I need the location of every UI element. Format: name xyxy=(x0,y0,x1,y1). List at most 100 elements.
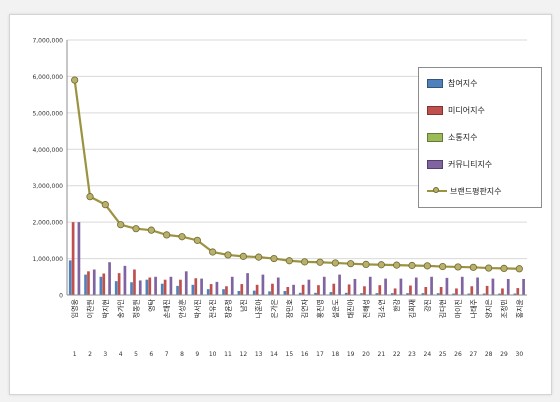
x-name-label: 정동원 xyxy=(132,299,141,318)
x-tick-label: 11 xyxy=(224,351,232,358)
x-tick-label: 15 xyxy=(286,351,294,358)
x-tick-label: 13 xyxy=(255,351,263,358)
bar xyxy=(271,283,274,295)
x-tick-label: 9 xyxy=(195,351,199,358)
bar xyxy=(353,278,357,295)
bar xyxy=(206,289,210,295)
bar xyxy=(399,278,403,295)
y-tick-label: 6,000,000 xyxy=(32,74,63,81)
bar xyxy=(522,278,525,295)
legend-swatch-community xyxy=(427,159,443,169)
bar xyxy=(194,278,198,295)
bar xyxy=(276,277,280,295)
legend-item-communication: 소통지수 xyxy=(427,130,477,144)
bar xyxy=(501,288,504,295)
bar xyxy=(513,293,517,295)
bar xyxy=(84,274,87,295)
bar xyxy=(169,276,173,295)
x-tick-label: 27 xyxy=(470,351,478,358)
bar xyxy=(482,293,486,295)
bar xyxy=(255,284,259,295)
brand-index-point xyxy=(423,262,431,270)
x-name-label: 조정민 xyxy=(500,299,509,318)
bar xyxy=(452,293,455,295)
bar xyxy=(344,292,348,295)
y-tick-label: 3,000,000 xyxy=(32,183,63,190)
x-name-label: 홍진영 xyxy=(316,299,325,318)
brand-index-point xyxy=(132,225,140,233)
x-tick-label: 18 xyxy=(332,351,340,358)
bar xyxy=(108,262,111,295)
x-tick-label: 26 xyxy=(454,351,462,358)
bar xyxy=(87,271,90,295)
bar xyxy=(516,288,520,295)
bar xyxy=(283,290,287,295)
bar xyxy=(133,269,136,295)
bar xyxy=(268,291,271,295)
x-tick-label: 5 xyxy=(134,351,138,358)
x-name-label: 나훈아 xyxy=(254,298,263,318)
bar xyxy=(378,285,382,295)
bar xyxy=(215,281,219,295)
legend-item-participation: 참여지수 xyxy=(427,76,477,90)
bar xyxy=(360,293,363,295)
brand-index-point xyxy=(117,221,125,229)
brand-index-point xyxy=(347,260,355,268)
brand-index-point xyxy=(316,258,324,266)
bar xyxy=(138,280,142,295)
brand-index-point xyxy=(239,252,247,260)
x-tick-label: 17 xyxy=(316,351,324,358)
x-name-label: 남진 xyxy=(239,299,248,312)
x-name-label: 김소연 xyxy=(378,299,386,318)
bar xyxy=(184,271,188,295)
bar xyxy=(68,260,72,295)
x-tick-label: 21 xyxy=(378,351,386,358)
brand-index-point xyxy=(500,264,508,273)
bar-series xyxy=(68,222,525,296)
x-tick-label: 22 xyxy=(393,351,401,358)
bar xyxy=(230,276,234,295)
x-name-label: 진해성 xyxy=(362,299,371,318)
bar xyxy=(148,277,152,295)
x-name-label: 안성훈 xyxy=(178,298,187,318)
brand-index-point xyxy=(301,258,309,266)
bar xyxy=(329,292,333,295)
x-tick-label: 14 xyxy=(270,351,278,358)
x-name-label: 김희재 xyxy=(408,299,417,318)
brand-index-point xyxy=(71,76,79,84)
bar xyxy=(506,278,510,295)
x-name-label: 장민호 xyxy=(285,298,294,318)
x-axis-name-labels: 임영웅 이찬원 박지현 송가인 정동원 영탁 손태진 안성훈 박서진 전유진 장윤정 남진 나훈아 은가은… xyxy=(70,298,524,318)
bar xyxy=(301,284,305,295)
bar xyxy=(92,269,96,295)
legend-label-brand-index: 브랜드평판지수 xyxy=(450,186,502,196)
bar xyxy=(222,289,225,295)
bar xyxy=(123,265,127,295)
y-axis-tick-labels: 0 1,000,000 2,000,000 3,000,000 4,000,000 5,0… xyxy=(32,38,63,300)
brand-index-point xyxy=(147,226,155,234)
x-name-label: 영탁 xyxy=(147,298,156,311)
bar xyxy=(77,222,81,295)
chart-canvas: 0 1,000,000 2,000,000 3,000,000 4,000,000 5,0… xyxy=(32,38,527,358)
brand-index-point xyxy=(485,264,493,272)
bar xyxy=(347,284,351,295)
x-axis-rank-labels: 1 2 3 4 5 6 7 8 9 10 11 12 13 14 15 16 17 18 19 20 21 22 23 24 2… xyxy=(73,351,524,358)
brand-index-point xyxy=(454,263,462,271)
x-name-label: 손태진 xyxy=(162,299,171,318)
x-name-label: 송가인 xyxy=(116,299,125,318)
y-tick-label: 1,000,000 xyxy=(32,256,63,263)
bar xyxy=(209,284,213,295)
bar xyxy=(246,273,249,295)
bar xyxy=(384,278,387,295)
x-tick-label: 25 xyxy=(439,351,447,358)
x-tick-label: 29 xyxy=(500,351,508,358)
x-name-label: 나태주 xyxy=(469,298,478,318)
bar xyxy=(424,286,428,295)
legend: 참여지수 미디어지수 소통지수 커뮤니티지수 브랜드평판지수 xyxy=(418,67,542,208)
x-tick-label: 3 xyxy=(103,351,107,358)
bar xyxy=(191,284,195,295)
bar xyxy=(298,292,302,295)
legend-label-participation: 참여지수 xyxy=(448,78,478,88)
x-name-label: 박서진 xyxy=(193,299,202,318)
legend-swatch-communication xyxy=(427,132,443,142)
